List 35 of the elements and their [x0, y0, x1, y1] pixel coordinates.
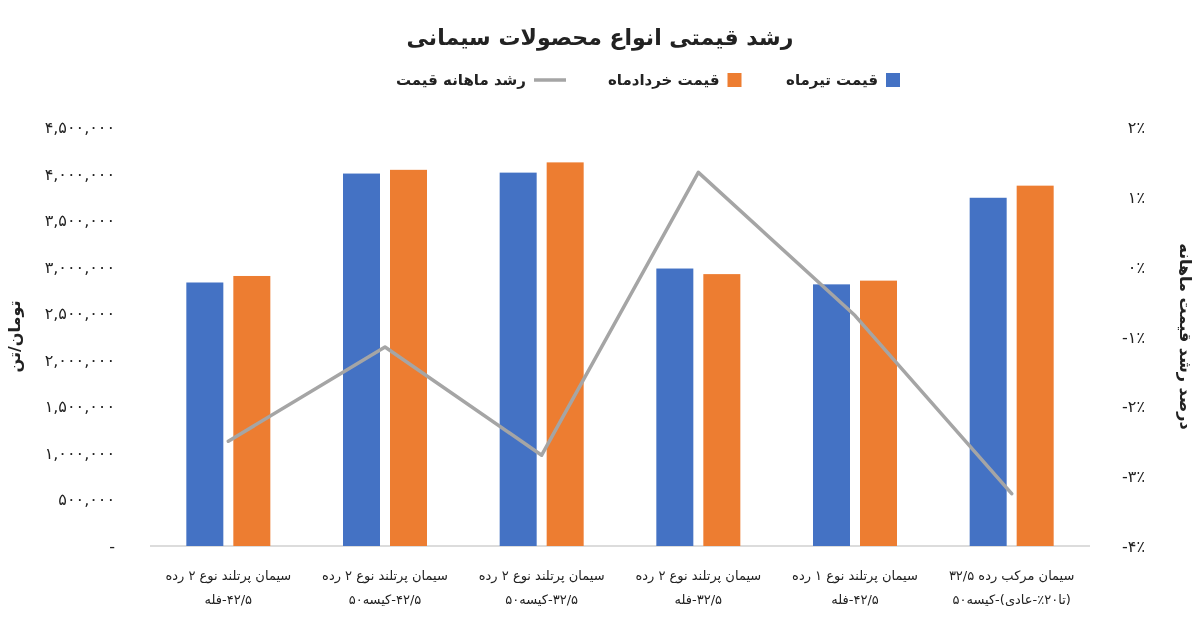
xtick: سیمان پرتلند نوع ۲ رده	[322, 568, 448, 583]
ytick: -	[109, 537, 115, 556]
xtick: ۴۲/۵-کیسه۵۰	[348, 592, 422, 607]
ytick: ۴,۰۰۰,۰۰۰	[44, 164, 115, 184]
ytick: ۵۰۰,۰۰۰	[58, 490, 115, 510]
ytick: ۲,۵۰۰,۰۰۰	[44, 304, 115, 324]
xtick: ۳۲/۵-کیسه۵۰	[505, 592, 578, 607]
y2tick: -۴٪	[1122, 537, 1145, 556]
xtick: (تا۲۰٪-عادی)-کیسه۵۰	[952, 592, 1071, 607]
xtick: ۳۲/۵-فله	[674, 592, 723, 607]
y2tick: ۰٪	[1127, 257, 1145, 277]
ytick: ۳,۵۰۰,۰۰۰	[44, 211, 115, 231]
xtick: ۴۲/۵-فله	[831, 592, 879, 607]
legend: رشد ماهانه قیمت	[395, 71, 526, 89]
xtick: ۴۲/۵-فله	[204, 592, 253, 607]
y2tick: -۳٪	[1122, 467, 1145, 487]
y2label: درصد رشد قیمت ماهانه	[1176, 243, 1195, 430]
xtick: سیمان پرتلند نوع ۲ رده	[478, 568, 605, 583]
legend: قیمت تیرماه	[786, 71, 878, 89]
xtick: سیمان پرتلند نوع ۲ رده	[635, 568, 762, 583]
y2tick: ۱٪	[1127, 187, 1145, 207]
y2tick: ۲٪	[1127, 118, 1145, 137]
xtick: سیمان پرتلند نوع ۲ رده	[165, 568, 292, 583]
ytick: ۱,۰۰۰,۰۰۰	[44, 443, 115, 463]
y2tick: -۲٪	[1122, 397, 1145, 417]
ytick: ۴,۵۰۰,۰۰۰	[44, 118, 115, 137]
title: رشد قیمتی انواع محصولات سیمانی	[406, 25, 794, 50]
ylabel: تومان/تن	[5, 300, 24, 373]
xtick: سیمان پرتلند نوع ۱ رده	[792, 568, 918, 583]
y2tick: -۱٪	[1122, 327, 1145, 347]
ytick: ۱,۵۰۰,۰۰۰	[44, 397, 115, 417]
xtick: سیمان مرکب رده ۳۲/۵	[948, 568, 1075, 583]
legend: قیمت خردادماه	[607, 71, 720, 89]
ytick: ۲,۰۰۰,۰۰۰	[44, 350, 115, 370]
ytick: ۳,۰۰۰,۰۰۰	[44, 257, 115, 277]
